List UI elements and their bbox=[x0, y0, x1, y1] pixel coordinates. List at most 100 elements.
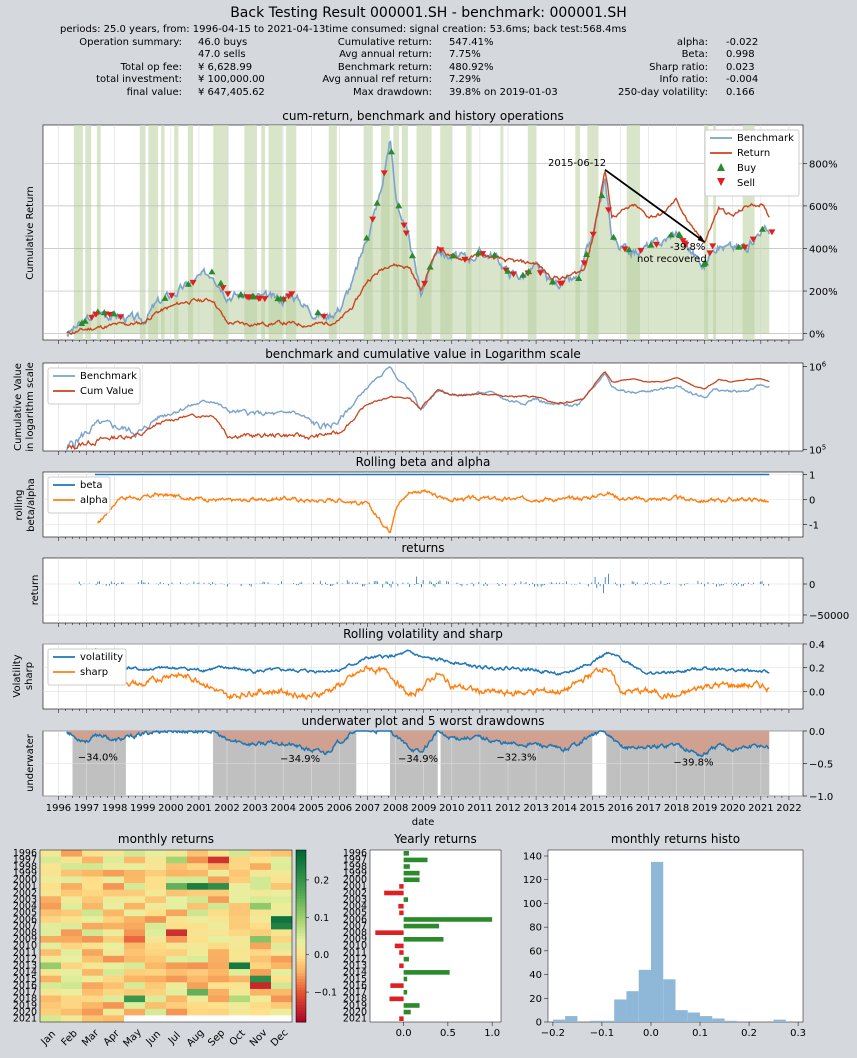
volatility-title: Rolling volatility and sharp bbox=[343, 627, 503, 641]
heatmap-cell bbox=[208, 863, 230, 871]
x-tick-label: 1998 bbox=[102, 803, 127, 814]
heatmap-cell bbox=[166, 982, 188, 990]
hold-band bbox=[244, 125, 257, 340]
heatmap-cell bbox=[145, 969, 167, 976]
sell-marker bbox=[768, 229, 776, 236]
yearly-label: 1996 bbox=[343, 848, 367, 859]
heatmap-cell bbox=[124, 909, 146, 917]
arrow-head bbox=[697, 235, 705, 243]
colorbar-segment bbox=[296, 904, 306, 908]
heatmap-cell bbox=[82, 1008, 104, 1016]
heatmap-cell bbox=[61, 922, 83, 930]
y-tick-label: 200% bbox=[809, 287, 838, 298]
heatmap-cell bbox=[61, 883, 83, 890]
heatmap-cell bbox=[250, 902, 272, 910]
heatmap-cell bbox=[208, 896, 230, 904]
x-tick-label: 1996 bbox=[46, 803, 71, 814]
heatmap-row-label: 2020 bbox=[13, 1007, 37, 1018]
heatmap-cell bbox=[208, 1002, 230, 1010]
sell-marker bbox=[92, 311, 100, 318]
legend-label: Benchmark bbox=[737, 133, 794, 144]
peak-label: 2015-06-12 bbox=[548, 158, 606, 169]
summary-label: Avg annual return: bbox=[339, 49, 432, 61]
heatmap-cell bbox=[61, 929, 83, 937]
heatmap-cell bbox=[61, 949, 83, 957]
heatmap-cell bbox=[271, 856, 293, 864]
sell-marker bbox=[117, 314, 125, 321]
heatmap-cell bbox=[145, 909, 167, 917]
histogram-bar bbox=[601, 1020, 615, 1022]
summary-value: -0.004 bbox=[726, 74, 759, 86]
heatmap-cell bbox=[145, 883, 167, 890]
heatmap-cell bbox=[145, 876, 167, 884]
heatmap-cell bbox=[145, 936, 167, 943]
heatmap-cell bbox=[271, 975, 293, 983]
heatmap-row-label: 2016 bbox=[13, 980, 37, 991]
buy-marker bbox=[625, 246, 633, 253]
sell-marker bbox=[558, 280, 566, 287]
yearly-label: 2008 bbox=[343, 928, 367, 939]
heatmap-cell bbox=[208, 922, 230, 930]
benchmark-line bbox=[66, 140, 771, 338]
heatmap-cell bbox=[103, 929, 125, 937]
heatmap-cell bbox=[187, 969, 209, 976]
heatmap-cell bbox=[229, 909, 251, 917]
heatmap-row-label: 1999 bbox=[13, 868, 37, 879]
yearly-bar bbox=[403, 970, 450, 975]
heatmap-cell bbox=[166, 909, 188, 917]
heatmap-cell bbox=[145, 962, 167, 970]
heatmap-cell bbox=[40, 975, 62, 983]
colorbar-segment bbox=[296, 878, 306, 883]
heatmap-row-label: 2017 bbox=[13, 987, 37, 998]
y-tick-label: 100 bbox=[523, 899, 542, 910]
heatmap-cell bbox=[145, 1002, 167, 1010]
sell-marker bbox=[106, 311, 114, 318]
sell-marker bbox=[709, 243, 717, 250]
heatmap-cell bbox=[166, 916, 188, 924]
buy-marker bbox=[525, 268, 533, 275]
yearly-bar bbox=[403, 877, 420, 883]
heatmap-cell bbox=[124, 869, 146, 877]
y-tick-label: 400% bbox=[809, 244, 838, 255]
y-tick-label: 105 bbox=[809, 443, 826, 456]
drawdown-label: −39.8% bbox=[673, 757, 713, 768]
colorbar-segment bbox=[296, 870, 306, 874]
heatmap-cell bbox=[208, 995, 230, 1003]
heatmap-cell bbox=[61, 962, 83, 970]
colorbar-segment bbox=[296, 875, 306, 880]
heatmap-cell bbox=[40, 1002, 62, 1010]
heatmap-cell bbox=[187, 922, 209, 930]
heatmap-cell bbox=[82, 896, 104, 904]
heatmap-cell bbox=[82, 929, 104, 937]
histogram-bar bbox=[712, 1018, 725, 1022]
yearly-title: Yearly returns bbox=[393, 832, 477, 846]
hold-band bbox=[187, 125, 194, 340]
heatmap-cell bbox=[61, 995, 83, 1003]
heatmap-cell bbox=[103, 942, 125, 950]
colorbar-segment bbox=[296, 1004, 306, 1009]
heatmap-cell bbox=[124, 982, 146, 990]
y-axis-label: rolling bbox=[14, 489, 25, 520]
buy-marker bbox=[314, 309, 322, 316]
colorbar-label: 0.1 bbox=[314, 913, 329, 924]
heatmap-cell bbox=[124, 942, 146, 950]
heatmap-cell bbox=[229, 929, 251, 937]
heatmap-row-label: 2006 bbox=[13, 914, 37, 925]
colorbar-segment bbox=[296, 961, 306, 966]
buy-marker bbox=[575, 275, 583, 282]
heatmap-col-label: Jun bbox=[144, 1029, 164, 1049]
heatmap-cell bbox=[40, 988, 62, 996]
x-tick-label: 2012 bbox=[495, 803, 520, 814]
heatmap-cell bbox=[145, 1008, 167, 1016]
heatmap-cell bbox=[166, 969, 188, 976]
heatmap-cell bbox=[271, 982, 293, 990]
heatmap-cell bbox=[61, 1002, 83, 1010]
hold-band bbox=[575, 125, 581, 340]
heatmap-cell bbox=[229, 863, 251, 871]
heatmap-cell bbox=[271, 916, 293, 924]
colorbar-segment bbox=[296, 947, 306, 951]
heatmap-cell bbox=[166, 1002, 188, 1010]
buy-marker bbox=[549, 278, 557, 285]
heatmap-cell bbox=[271, 955, 293, 963]
heatmap-cell bbox=[103, 988, 125, 996]
